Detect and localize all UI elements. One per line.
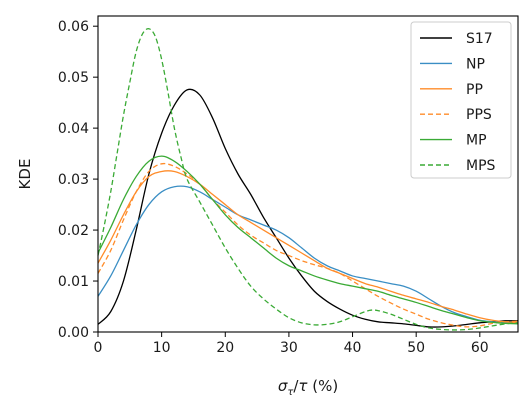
y-tick-label: 0.01 <box>58 274 89 290</box>
y-axis-ticks: 0.00 0.01 0.02 0.03 0.04 0.05 0.06 <box>58 19 98 341</box>
x-tick-label: 60 <box>471 340 489 356</box>
y-tick-label: 0.04 <box>58 121 89 137</box>
legend: S17 NP PP PPS MP MPS <box>410 21 512 179</box>
y-tick-label: 0.03 <box>58 172 89 188</box>
series-np-line <box>97 185 519 324</box>
series-layer <box>97 28 519 331</box>
x-axis-ticks: 0 10 20 30 40 50 60 <box>94 332 489 356</box>
x-tick-label: 40 <box>344 340 362 356</box>
legend-label-pp: PP <box>466 82 483 98</box>
plot-frame <box>97 15 519 333</box>
series-mp-line <box>97 155 519 325</box>
series-mps-line <box>97 28 519 331</box>
legend-label-s17: S17 <box>466 31 493 47</box>
y-tick-label: 0.02 <box>58 223 89 239</box>
y-tick-label: 0.05 <box>58 70 89 86</box>
series-pp-line <box>97 170 519 324</box>
x-tick-label: 10 <box>153 340 171 356</box>
series-pps-line <box>97 162 519 328</box>
legend-frame <box>410 21 512 179</box>
legend-label-mp: MP <box>466 133 487 149</box>
legend-label-pps: PPS <box>466 107 492 123</box>
x-axis-label: στ/τ (%) <box>278 377 338 398</box>
x-tick-label: 30 <box>280 340 298 356</box>
x-tick-label: 20 <box>216 340 234 356</box>
legend-label-np: NP <box>466 56 485 72</box>
y-tick-label: 0.06 <box>58 19 89 35</box>
legend-label-mps: MPS <box>466 158 496 174</box>
series-s17-line <box>97 88 519 328</box>
y-tick-label: 0.00 <box>58 325 89 341</box>
y-axis-label: KDE <box>16 159 34 190</box>
x-tick-label: 0 <box>94 340 103 356</box>
x-tick-label: 50 <box>407 340 425 356</box>
